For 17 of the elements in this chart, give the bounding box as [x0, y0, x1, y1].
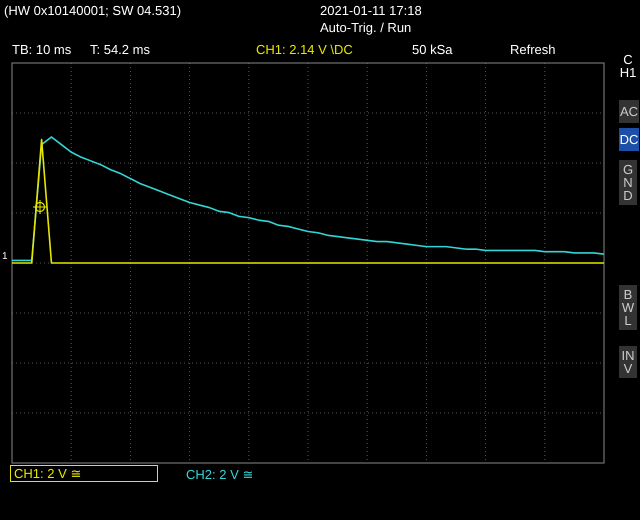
text: DC	[619, 128, 639, 151]
text: BWL	[619, 285, 637, 330]
text: T: 54.2 ms	[90, 42, 150, 57]
text: AC	[619, 100, 639, 123]
text: Auto-Trig. / Run	[320, 20, 412, 35]
text: 1	[2, 250, 8, 264]
text: GND	[619, 160, 637, 205]
text: Refresh	[510, 42, 556, 57]
text: (HW 0x10140001; SW 04.531)	[4, 3, 182, 18]
text: 2021-01-11 17:18	[320, 3, 422, 18]
text: CH1	[619, 50, 637, 82]
text: CH2: 2 V ≅	[186, 467, 254, 482]
text: 50 kSa	[412, 42, 452, 57]
text: CH1: 2 V ≅	[10, 465, 158, 482]
text: INV	[619, 346, 637, 378]
text: TB: 10 ms	[12, 42, 72, 57]
text: CH1: 2.14 V \DC	[256, 42, 353, 57]
